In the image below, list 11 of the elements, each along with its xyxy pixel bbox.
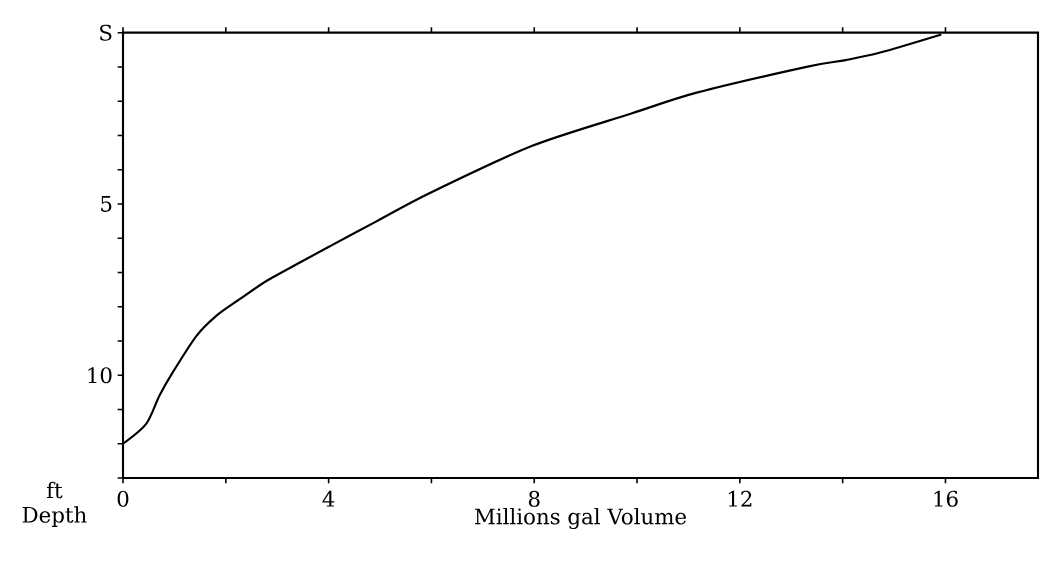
- y-tick-label: 5: [101, 196, 112, 212]
- x-tick-label: 8: [528, 490, 540, 507]
- x-axis-title: Millions gal Volume: [475, 507, 687, 529]
- x-tick-label: 12: [728, 490, 752, 507]
- x-tick-label: 16: [934, 490, 958, 507]
- x-tick-label: 4: [322, 490, 335, 507]
- y-tick-label: 10: [88, 367, 112, 384]
- x-tick-label: 0: [117, 490, 129, 507]
- text: ft: [46, 481, 63, 499]
- y-tick-label: S: [100, 24, 112, 41]
- y-axis-title: Depth: [22, 506, 87, 527]
